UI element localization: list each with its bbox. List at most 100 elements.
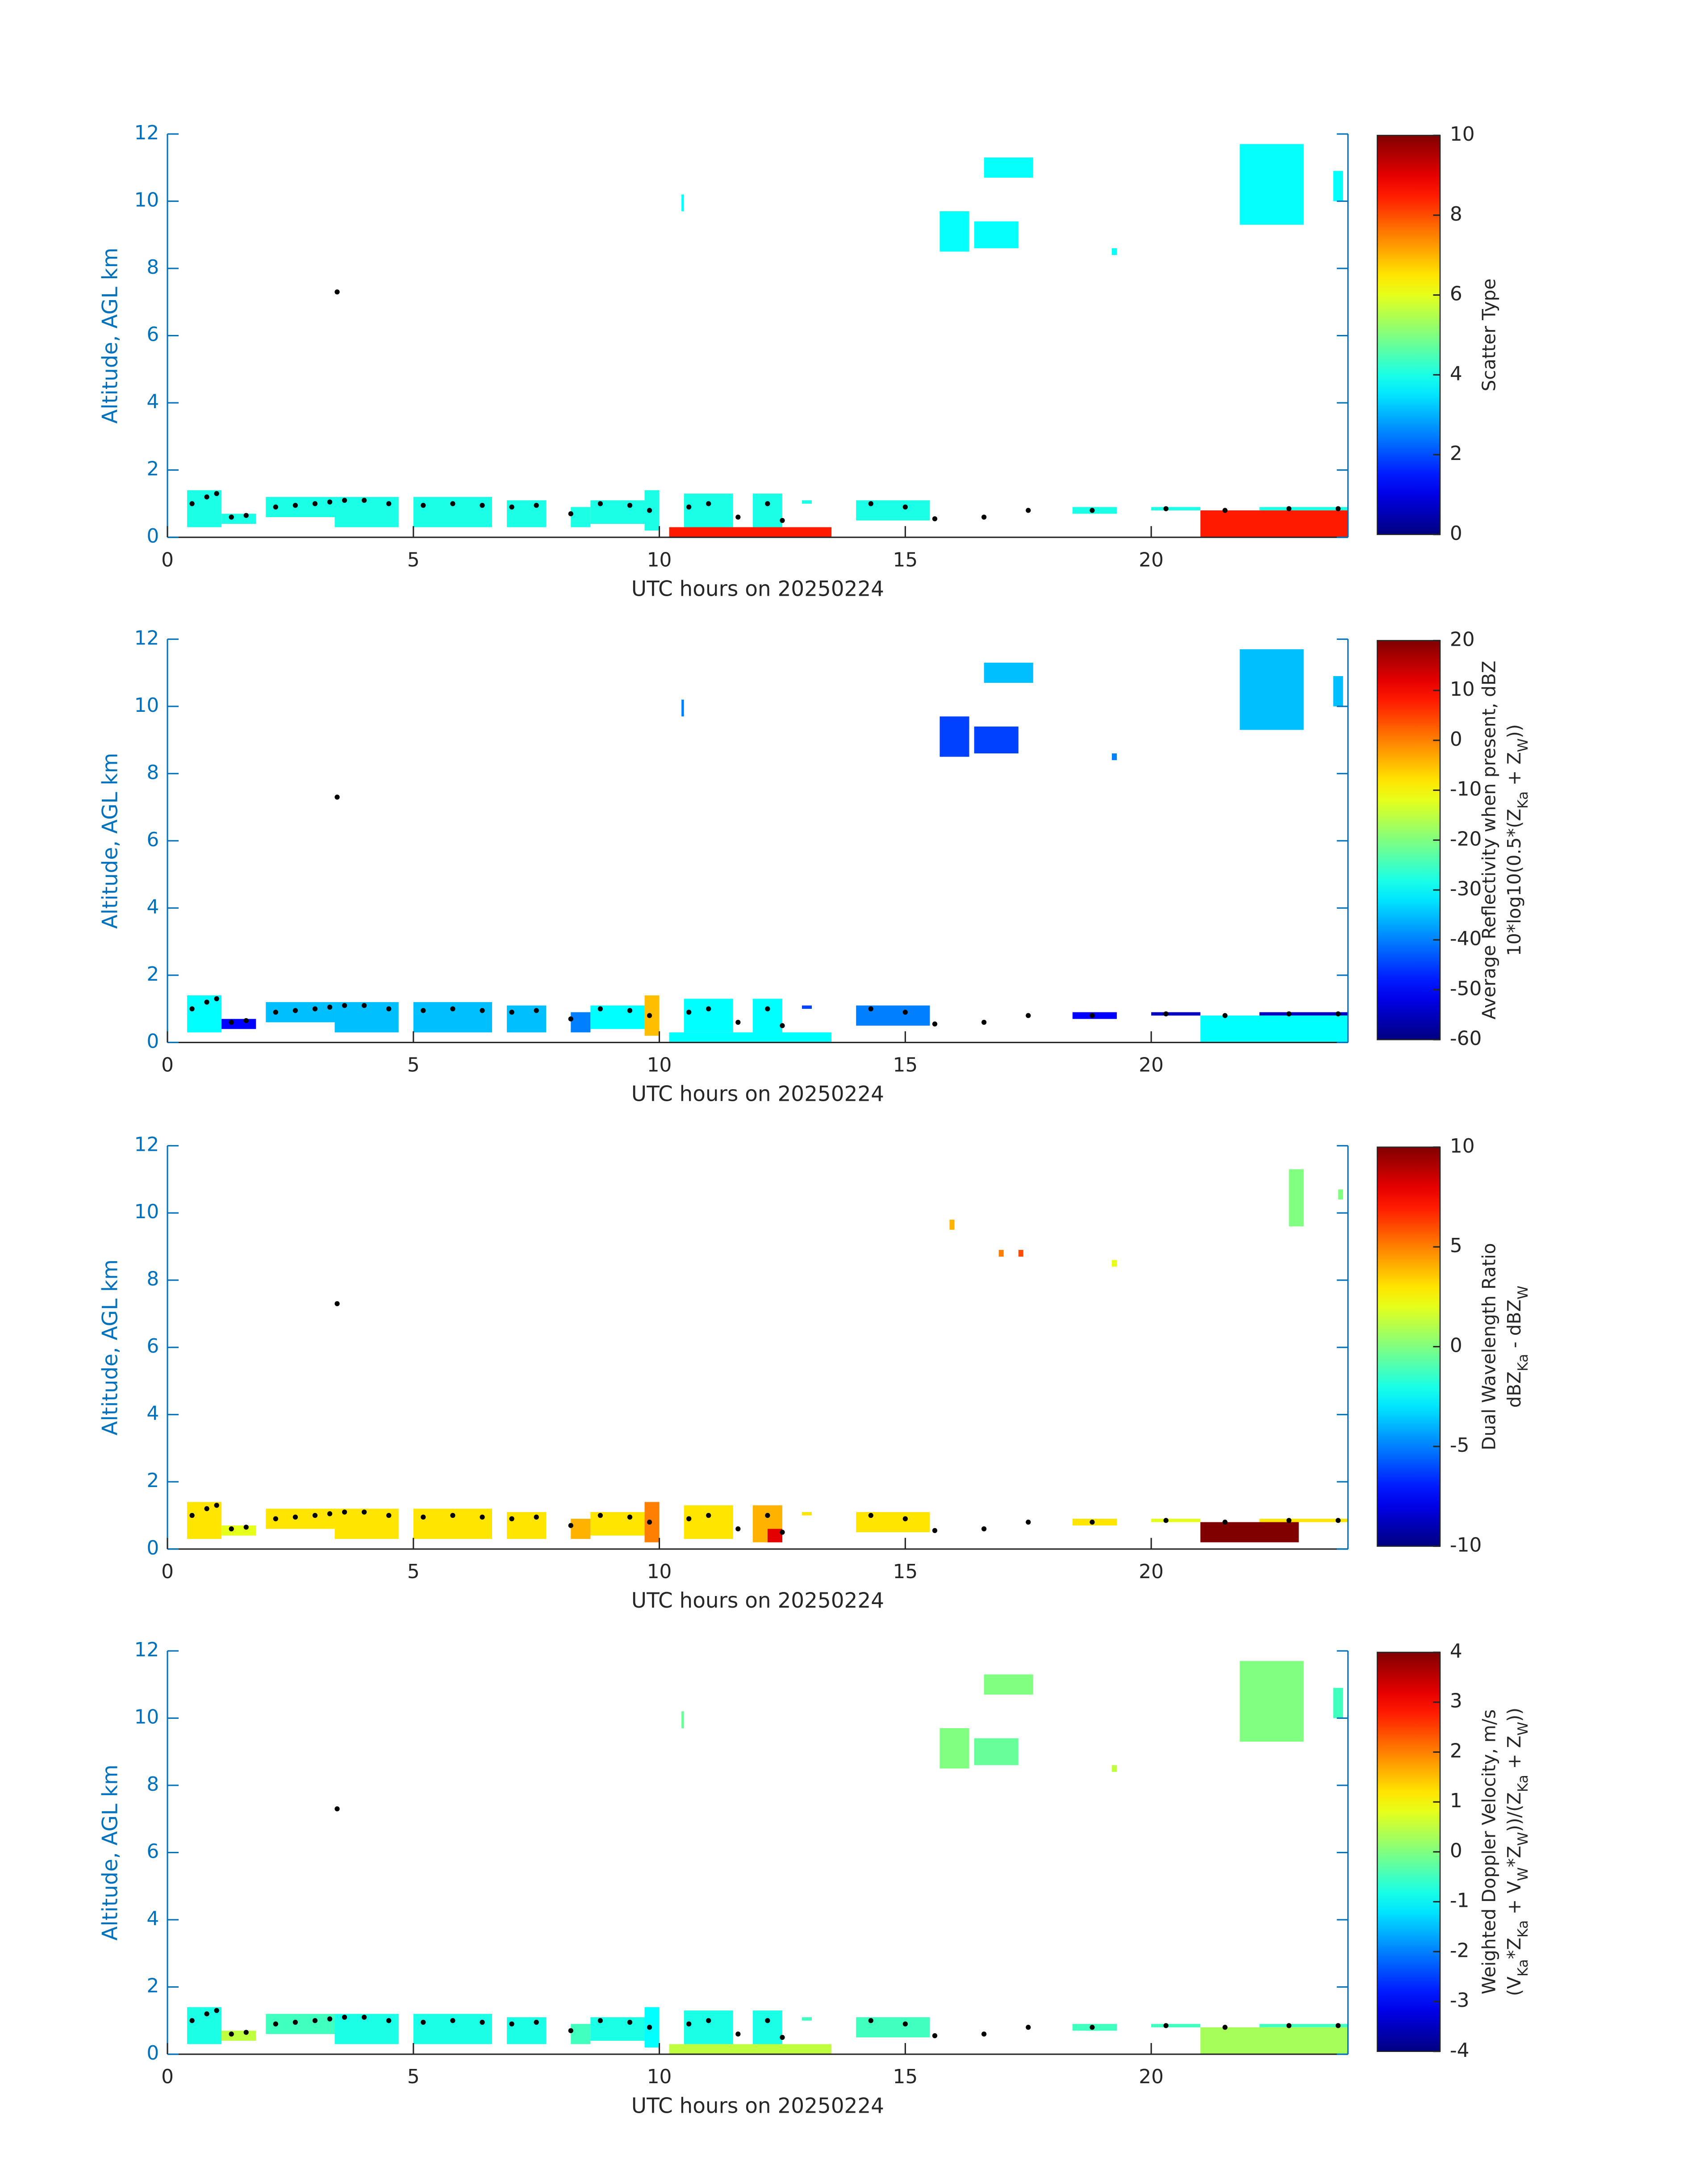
echo <box>221 1019 256 1029</box>
cloud-base-point <box>342 497 347 503</box>
cloud-base-point <box>1222 508 1228 513</box>
echo <box>856 1005 930 1026</box>
echo <box>1333 171 1343 201</box>
colorbar-tick-label: 10 <box>1450 678 1475 701</box>
y-tick-label: 12 <box>134 1638 159 1661</box>
echo <box>856 1512 930 1533</box>
y-tick-label: 2 <box>146 458 159 481</box>
cloud-base-point <box>421 1514 426 1520</box>
cloud-base-point <box>334 794 340 800</box>
echo <box>752 2010 782 2047</box>
cloud-base-point <box>189 1513 195 1518</box>
echo <box>684 1505 733 1539</box>
echo <box>1112 1260 1117 1267</box>
colorbar-label-subscript: Ka <box>1515 1775 1531 1792</box>
cloud-base-point <box>780 2035 785 2040</box>
echo <box>1151 1012 1201 1016</box>
echo <box>684 999 733 1032</box>
echo <box>998 1249 1004 1257</box>
x-tick-label: 15 <box>893 1054 918 1077</box>
echo <box>571 1012 591 1032</box>
cloud-base-point <box>902 2021 908 2027</box>
cloud-base-point <box>735 514 741 520</box>
colorbar-tick-label: 20 <box>1450 628 1475 651</box>
y-tick-label: 8 <box>146 1268 159 1291</box>
cloud-base-point <box>421 2019 426 2025</box>
echo <box>571 2024 591 2044</box>
echo <box>187 995 222 1032</box>
colorbar <box>1377 640 1441 1040</box>
colorbar-label-subscript: Ka <box>1515 1354 1531 1371</box>
echo <box>974 726 1019 754</box>
cloud-base-point <box>981 1526 987 1532</box>
cloud-base-point <box>243 2030 249 2035</box>
echo <box>187 1502 222 1539</box>
x-tick-label: 10 <box>647 548 672 571</box>
cloud-base-point <box>735 1526 741 1532</box>
colorbar-label-subscript: Ka <box>1515 1959 1531 1976</box>
cloud-base-point <box>480 2019 485 2025</box>
cloud-base-point <box>1163 506 1169 511</box>
echo <box>1200 2027 1348 2054</box>
echo <box>940 716 969 757</box>
y-axis-label: Altitude, AGL km <box>98 753 122 929</box>
echo <box>1200 1015 1348 1043</box>
cloud-base-point <box>450 2018 455 2023</box>
cloud-base-point <box>647 2025 652 2030</box>
colorbar-tick-label: -40 <box>1450 928 1482 950</box>
colorbar-label: 10*log10(0.5*(ZKa + ZW)) <box>1503 724 1531 956</box>
x-tick-label: 15 <box>893 548 918 571</box>
colorbar-label-subscript: W <box>1515 738 1531 752</box>
colorbar-label-text: *Z <box>1503 1938 1525 1959</box>
y-tick-label: 8 <box>146 256 159 279</box>
cloud-base-point <box>765 501 770 506</box>
cloud-base-point <box>1163 1518 1169 1523</box>
echo <box>1259 2024 1348 2027</box>
colorbar-label-text: *Z <box>1503 1846 1525 1867</box>
x-tick-label: 0 <box>161 2065 174 2088</box>
cloud-base-point <box>686 2021 692 2027</box>
cloud-base-point <box>327 2016 333 2022</box>
cloud-base-point <box>1026 1013 1031 1018</box>
colorbar-label-subscript: W <box>1515 1286 1531 1300</box>
cloud-base-point <box>1222 1519 1228 1525</box>
echo <box>984 1674 1033 1695</box>
colorbar-label: Weighted Doppler Velocity, m/s <box>1478 1709 1500 1994</box>
cloud-base-point <box>1336 506 1341 511</box>
x-axis-label: UTC hours on 20250224 <box>631 2093 884 2118</box>
echo <box>1200 510 1348 538</box>
cloud-base-point <box>229 2031 234 2037</box>
x-tick-label: 10 <box>647 1560 672 1583</box>
cloud-base-point <box>214 2008 219 2013</box>
cloud-base-point <box>214 996 219 1002</box>
cloud-base-point <box>362 497 367 503</box>
cloud-base-point <box>509 1516 514 1521</box>
cloud-base-point <box>292 503 298 508</box>
cloud-base-point <box>627 1514 633 1520</box>
cloud-base-point <box>421 1008 426 1013</box>
cloud-base-point <box>568 1523 573 1528</box>
colorbar <box>1377 1651 1441 2052</box>
cloud-base-point <box>342 1003 347 1008</box>
colorbar-tick-label: 4 <box>1450 1640 1462 1663</box>
cloud-base-point <box>204 1506 209 1512</box>
colorbar-label-subscript: W <box>1515 1867 1531 1881</box>
colorbar-tick-label: 6 <box>1450 283 1462 305</box>
y-tick-label: 8 <box>146 1773 159 1796</box>
cloud-base-point <box>312 501 318 506</box>
y-tick-label: 6 <box>146 1840 159 1863</box>
x-tick-label: 5 <box>407 548 420 571</box>
y-tick-label: 6 <box>146 828 159 851</box>
echo <box>1151 507 1201 510</box>
echo <box>767 1529 782 1542</box>
cloud-base-point <box>386 2018 392 2023</box>
echo <box>949 1220 955 1230</box>
colorbar-tick-label: -2 <box>1450 1939 1470 1962</box>
cloud-base-point <box>627 503 633 508</box>
cloud-base-point <box>342 2014 347 2020</box>
echo <box>669 2044 832 2054</box>
cloud-base-point <box>534 2019 539 2025</box>
y-tick-label: 10 <box>134 694 159 717</box>
colorbar-label: Dual Wavelength Ratio <box>1478 1243 1500 1450</box>
